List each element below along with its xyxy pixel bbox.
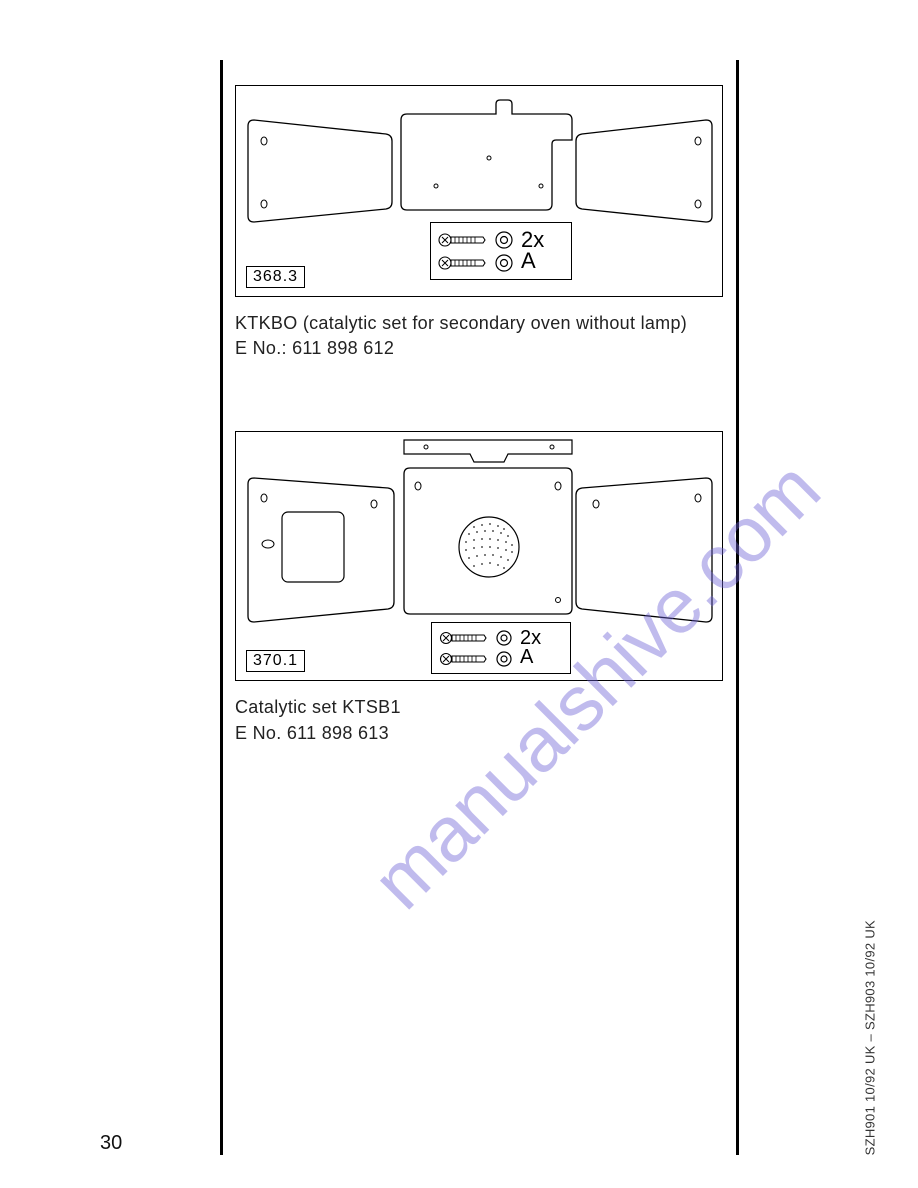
screw-callout: 2x A xyxy=(430,222,572,280)
content-column: 2x A 368.3 KTKBO (catalytic set for seco… xyxy=(235,85,725,746)
figure-370-1: 2x A 370.1 xyxy=(235,431,723,681)
caption-line: KTKBO (catalytic set for secondary oven … xyxy=(235,311,725,336)
screws-icon xyxy=(438,629,488,668)
side-footer: SZH901 10/92 UK – SZH903 10/92 UK xyxy=(862,920,877,1155)
figure-number: 368.3 xyxy=(246,266,305,288)
screw-label: 2x A xyxy=(521,230,544,272)
screw-callout: 2x A xyxy=(431,622,571,674)
figure-number: 370.1 xyxy=(246,650,305,672)
washers-icon xyxy=(494,629,514,668)
figure1-caption: KTKBO (catalytic set for secondary oven … xyxy=(235,311,725,361)
left-column-rule xyxy=(220,60,223,1155)
washers-icon xyxy=(493,230,515,273)
page-number: 30 xyxy=(100,1132,122,1155)
right-column-rule xyxy=(736,60,739,1155)
figure2-caption: Catalytic set KTSB1 E No. 611 898 613 xyxy=(235,695,725,745)
screws-icon xyxy=(437,230,487,273)
manual-page: 2x A 368.3 KTKBO (catalytic set for seco… xyxy=(0,0,918,1188)
caption-line: E No.: 611 898 612 xyxy=(235,336,725,361)
caption-line: Catalytic set KTSB1 xyxy=(235,695,725,720)
figure-368-3: 2x A 368.3 xyxy=(235,85,723,297)
screw-label: 2x A xyxy=(520,629,541,667)
caption-line: E No. 611 898 613 xyxy=(235,721,725,746)
screw-letter: A xyxy=(520,648,541,667)
screw-letter: A xyxy=(521,251,544,272)
